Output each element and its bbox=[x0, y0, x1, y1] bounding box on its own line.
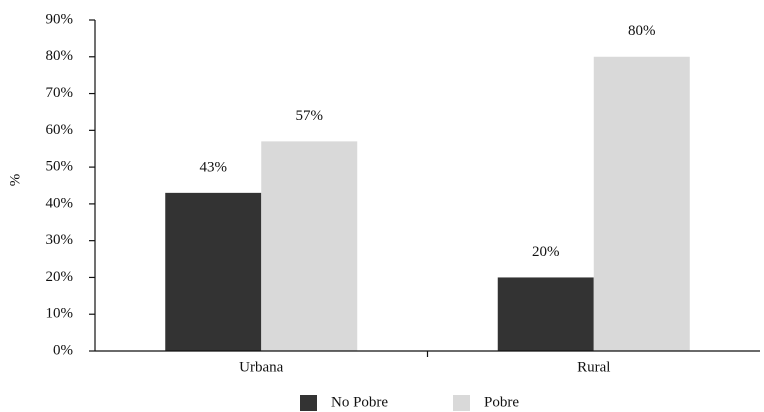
y-tick-label: 50% bbox=[46, 159, 74, 175]
legend-swatch bbox=[453, 395, 470, 411]
bar bbox=[261, 141, 358, 351]
y-tick-label: 40% bbox=[46, 195, 74, 211]
y-tick-label: 90% bbox=[46, 11, 74, 27]
y-tick-label: 30% bbox=[46, 232, 74, 248]
legend-label: Pobre bbox=[484, 394, 519, 410]
bar bbox=[593, 56, 690, 352]
y-tick-label: 10% bbox=[46, 306, 74, 322]
x-tick-label: Rural bbox=[577, 359, 610, 375]
y-tick-label: 70% bbox=[46, 85, 74, 101]
value-label: 57% bbox=[296, 108, 324, 124]
y-axis-label: % bbox=[7, 174, 23, 187]
legend-label: No Pobre bbox=[331, 394, 388, 410]
value-label: 80% bbox=[628, 23, 656, 39]
x-tick-label: Urbana bbox=[239, 359, 283, 375]
y-tick-label: 80% bbox=[46, 48, 74, 64]
bar bbox=[165, 192, 262, 351]
value-label: 20% bbox=[532, 244, 560, 260]
bar bbox=[497, 277, 594, 351]
value-label: 43% bbox=[200, 159, 228, 175]
legend-swatch bbox=[300, 395, 317, 411]
y-tick-label: 0% bbox=[53, 342, 73, 358]
y-tick-label: 60% bbox=[46, 122, 74, 138]
y-tick-label: 20% bbox=[46, 269, 74, 285]
